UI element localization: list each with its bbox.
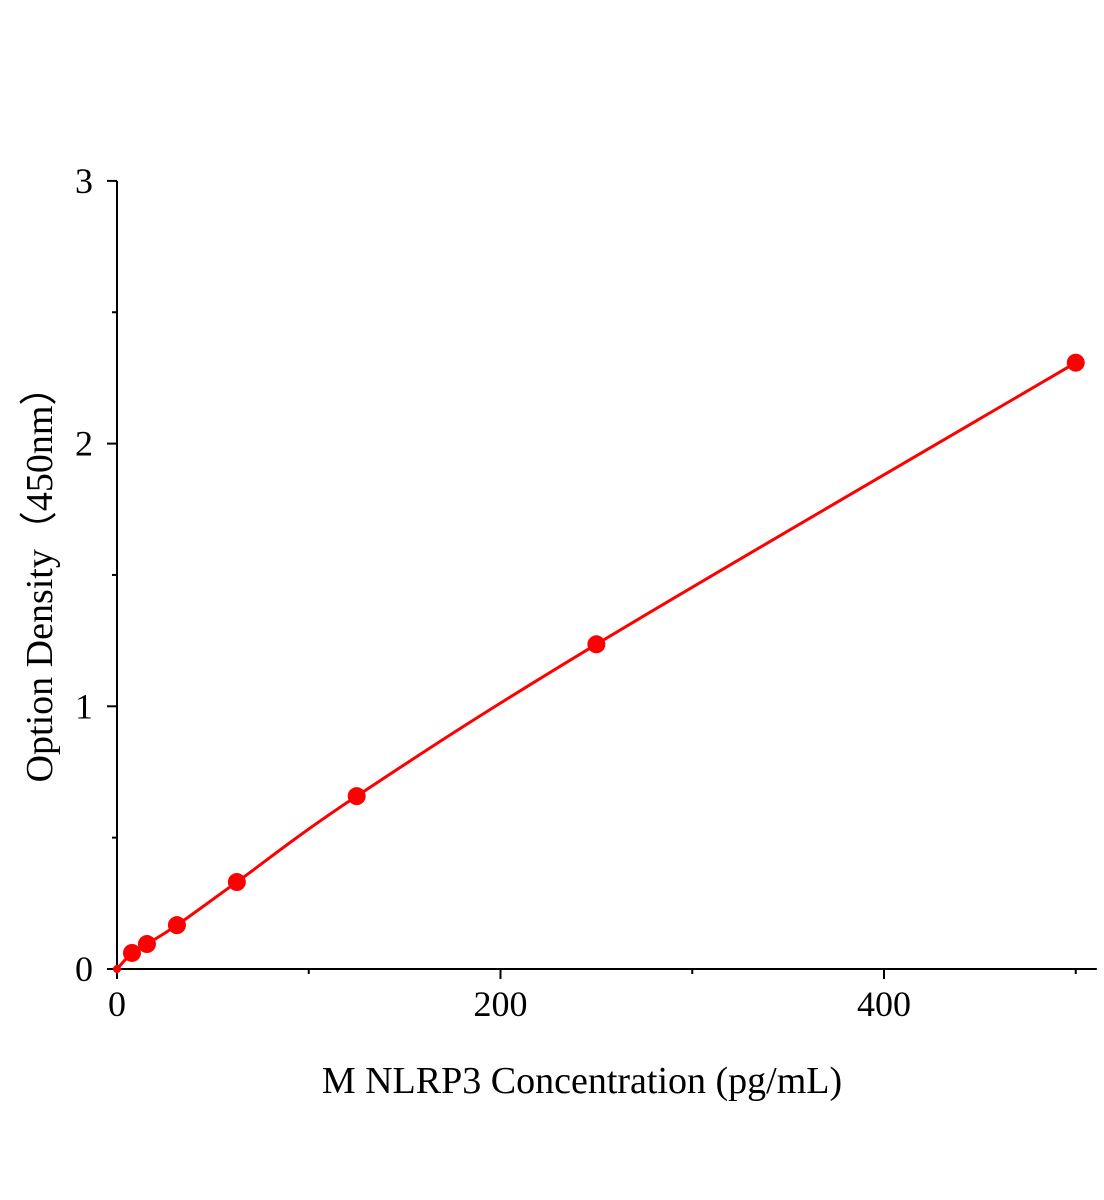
data-point: [347, 787, 366, 806]
data-point: [113, 965, 121, 973]
y-tick-label: 2: [75, 424, 93, 464]
x-tick-label: 0: [108, 984, 126, 1024]
x-tick-label: 400: [857, 984, 911, 1024]
y-axis-label: Option Density（450nm）: [19, 368, 61, 783]
series-points: [113, 353, 1085, 973]
data-point: [587, 635, 606, 654]
data-point: [137, 935, 156, 954]
data-point: [227, 873, 246, 892]
x-axis-label: M NLRP3 Concentration (pg/mL): [322, 1060, 842, 1102]
y-tick-label: 3: [75, 161, 93, 201]
curve-line: [115, 361, 1077, 971]
y-tick-label: 1: [75, 686, 93, 726]
series-curve: [115, 361, 1077, 971]
data-point: [122, 943, 141, 962]
axes: 0 200 400 0 1 2 3: [75, 161, 1097, 1024]
data-point: [167, 916, 186, 935]
data-point: [1066, 353, 1085, 372]
x-tick-label: 200: [474, 984, 528, 1024]
y-tick-label: 0: [75, 949, 93, 989]
